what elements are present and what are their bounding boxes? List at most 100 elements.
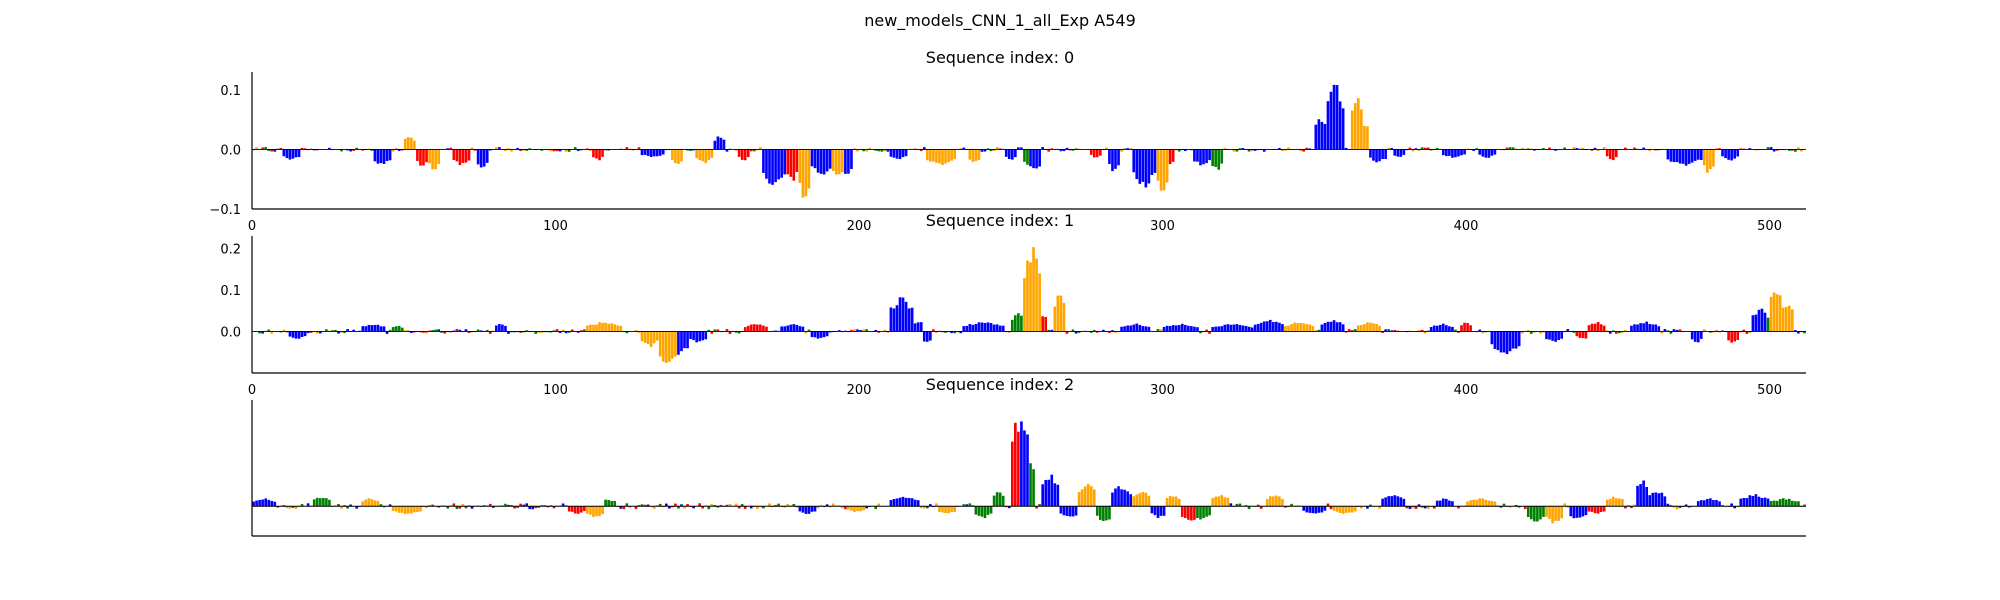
nucleotide-mark: [1299, 322, 1302, 332]
nucleotide-mark: [1177, 149, 1181, 152]
nucleotide-mark: [1038, 504, 1041, 507]
nucleotide-mark: [707, 149, 711, 161]
nucleotide-mark: [777, 503, 780, 507]
nucleotide-mark: [1281, 149, 1284, 152]
nucleotide-mark: [1071, 149, 1075, 151]
nucleotide-mark: [643, 504, 647, 507]
nucleotide-mark: [862, 149, 865, 152]
nucleotide-mark: [1056, 295, 1060, 332]
nucleotide-mark: [935, 149, 938, 163]
nucleotide-mark: [922, 147, 926, 150]
nucleotide-mark: [1781, 498, 1785, 507]
nucleotide-mark: [613, 501, 617, 507]
nucleotide-mark: [1566, 329, 1570, 332]
panel-plot: 0 100 200 300 400 500 0.2 0.1 0.0: [220, 236, 1806, 398]
nucleotide-mark: [1742, 497, 1746, 507]
nucleotide-mark: [1372, 323, 1375, 332]
nucleotide-mark: [1581, 147, 1585, 150]
nucleotide-mark: [1791, 500, 1794, 507]
nucleotide-mark: [847, 149, 850, 174]
nucleotide-mark: [1499, 506, 1503, 508]
nucleotide-mark: [1596, 149, 1600, 151]
nucleotide-mark: [813, 149, 817, 169]
nucleotide-mark: [1314, 330, 1318, 332]
nucleotide-mark: [1490, 149, 1494, 156]
nucleotide-mark: [774, 504, 777, 507]
nucleotide-mark: [504, 149, 507, 152]
x-tick-label: 0: [248, 219, 256, 234]
nucleotide-mark: [1265, 321, 1269, 332]
nucleotide-mark: [919, 506, 923, 509]
nucleotide-mark: [1032, 149, 1035, 169]
nucleotide-mark: [567, 331, 571, 333]
nucleotide-mark: [300, 147, 304, 150]
nucleotide-mark: [464, 506, 468, 509]
nucleotide-mark: [816, 149, 820, 173]
nucleotide-mark: [1050, 329, 1054, 332]
nucleotide-mark: [1360, 325, 1363, 332]
nucleotide-mark: [455, 149, 459, 162]
nucleotide-mark: [865, 329, 868, 332]
panel-seq-0: Sequence index: 0 0 100 200 300 400 500 0.1 0.0…: [209, 48, 1806, 234]
nucleotide-mark: [652, 149, 656, 157]
nucleotide-mark: [337, 504, 340, 507]
nucleotide-mark: [403, 506, 407, 515]
nucleotide-mark: [844, 506, 847, 510]
nucleotide-mark: [1171, 325, 1175, 332]
nucleotide-mark: [580, 330, 583, 332]
nucleotide-mark: [1445, 149, 1448, 157]
nucleotide-mark: [1545, 331, 1548, 340]
nucleotide-mark: [1353, 329, 1357, 332]
nucleotide-mark: [1056, 484, 1060, 507]
nucleotide-mark: [400, 327, 404, 332]
nucleotide-mark: [1478, 329, 1482, 332]
nucleotide-mark: [1715, 148, 1718, 150]
nucleotide-mark: [507, 504, 510, 507]
nucleotide-mark: [953, 506, 956, 512]
nucleotide-mark: [1611, 496, 1615, 507]
nucleotide-mark: [1478, 149, 1482, 155]
nucleotide-mark: [1102, 329, 1105, 332]
nucleotide-mark: [1526, 329, 1530, 332]
nucleotide-mark: [889, 149, 893, 157]
nucleotide-mark: [646, 504, 650, 507]
nucleotide-mark: [1611, 330, 1615, 332]
nucleotide-mark: [513, 506, 516, 509]
nucleotide-mark: [1193, 149, 1196, 162]
nucleotide-mark: [1599, 324, 1603, 332]
nucleotide-mark: [485, 329, 489, 332]
nucleotide-mark: [1047, 329, 1051, 332]
nucleotide-mark: [1435, 500, 1439, 507]
nucleotide-mark: [1323, 123, 1327, 150]
nucleotide-mark: [1393, 495, 1397, 507]
nucleotide-mark: [352, 149, 355, 151]
nucleotide-mark: [798, 149, 802, 183]
nucleotide-mark: [765, 149, 768, 179]
nucleotide-mark: [1639, 484, 1642, 507]
nucleotide-mark: [510, 149, 513, 152]
nucleotide-mark: [561, 503, 565, 507]
nucleotide-mark: [671, 506, 674, 508]
nucleotide-mark: [1784, 306, 1788, 332]
nucleotide-mark: [1399, 497, 1403, 507]
nucleotide-mark: [1587, 506, 1591, 512]
nucleotide-mark: [649, 331, 653, 347]
nucleotide-mark: [370, 149, 374, 151]
nucleotide-mark: [1041, 484, 1044, 507]
nucleotide-mark: [801, 326, 805, 332]
nucleotide-mark: [680, 149, 683, 162]
nucleotide-mark: [792, 149, 796, 181]
nucleotide-mark: [944, 149, 947, 164]
nucleotide-mark: [661, 331, 665, 362]
nucleotide-mark: [273, 149, 277, 152]
nucleotide-mark: [598, 322, 601, 332]
nucleotide-mark: [1141, 491, 1145, 507]
nucleotide-mark: [1278, 496, 1281, 507]
nucleotide-mark: [1651, 492, 1655, 507]
nucleotide-mark: [1253, 149, 1257, 151]
nucleotide-mark: [1308, 324, 1312, 332]
nucleotide-mark: [677, 331, 680, 355]
nucleotide-mark: [446, 148, 450, 150]
nucleotide-mark: [349, 149, 352, 152]
nucleotide-mark: [819, 149, 823, 174]
